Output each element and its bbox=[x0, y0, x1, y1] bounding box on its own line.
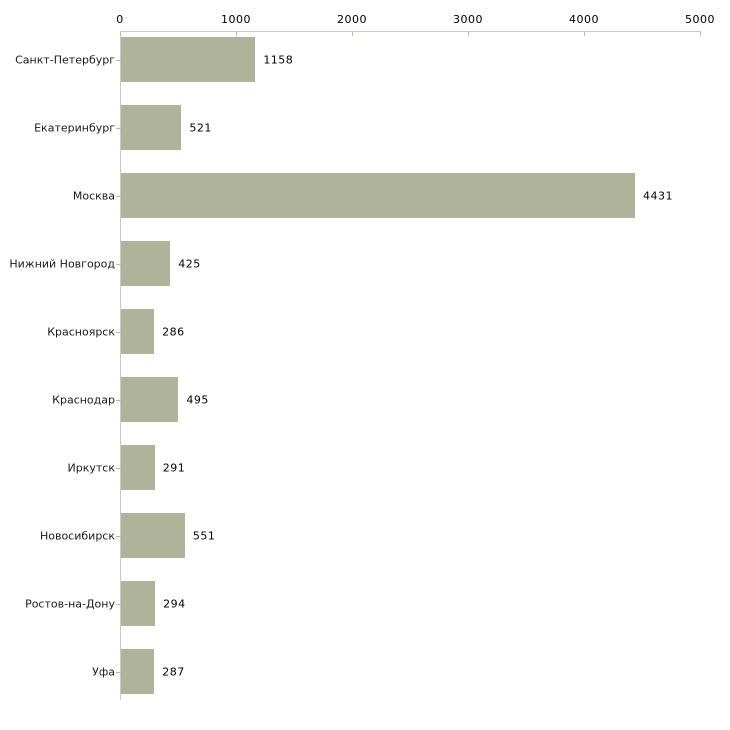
bar-value-label: 4431 bbox=[642, 189, 673, 202]
bar-value-label: 286 bbox=[162, 325, 185, 338]
y-tick-mark bbox=[116, 263, 121, 265]
x-tick-label: 3000 bbox=[453, 13, 483, 26]
bar-value-label: 551 bbox=[192, 529, 216, 542]
bar bbox=[121, 649, 155, 694]
bar bbox=[121, 309, 155, 354]
x-tick-mark bbox=[236, 31, 237, 36]
y-tick-mark bbox=[116, 331, 121, 333]
y-tick-mark bbox=[116, 59, 121, 61]
x-tick-mark bbox=[700, 31, 701, 36]
category-label: Красноярск bbox=[47, 325, 115, 338]
y-tick-mark bbox=[116, 195, 121, 197]
bar-value-label: 521 bbox=[189, 121, 212, 134]
x-tick-mark bbox=[468, 31, 469, 36]
y-tick-mark bbox=[116, 127, 121, 129]
x-tick-label: 1000 bbox=[221, 13, 251, 26]
category-label: Новосибирск bbox=[39, 529, 115, 542]
category-label: Уфа bbox=[92, 665, 115, 678]
x-axis-line bbox=[120, 31, 700, 32]
bar bbox=[121, 241, 171, 286]
bar bbox=[121, 581, 156, 626]
x-tick-mark bbox=[352, 31, 353, 36]
bar bbox=[121, 513, 185, 558]
bar-value-label: 425 bbox=[178, 257, 201, 270]
x-tick-mark bbox=[584, 31, 585, 36]
bar-value-label: 294 bbox=[163, 597, 186, 610]
bar-value-label: 1158 bbox=[263, 53, 294, 66]
bar bbox=[121, 105, 182, 150]
y-tick-mark bbox=[116, 671, 121, 673]
x-tick-label: 0 bbox=[116, 13, 124, 26]
bar-value-label: 287 bbox=[162, 665, 185, 678]
category-label: Нижний Новгород bbox=[9, 257, 115, 270]
category-label: Москва bbox=[72, 189, 115, 202]
bar-value-label: 291 bbox=[162, 461, 186, 474]
category-label: Екатеринбург bbox=[34, 121, 115, 134]
bar-value-label: 495 bbox=[186, 393, 209, 406]
category-label: Ростов-на-Дону bbox=[25, 597, 115, 610]
bar bbox=[121, 37, 256, 82]
y-tick-mark bbox=[116, 535, 121, 537]
category-label: Краснодар bbox=[52, 393, 115, 406]
bar bbox=[121, 377, 179, 422]
x-tick-label: 4000 bbox=[569, 13, 599, 26]
y-tick-mark bbox=[116, 467, 121, 469]
x-tick-label: 5000 bbox=[685, 13, 715, 26]
bar bbox=[121, 173, 635, 218]
x-tick-mark bbox=[120, 31, 121, 36]
x-tick-label: 2000 bbox=[337, 13, 367, 26]
y-axis-line bbox=[120, 31, 121, 700]
category-label: Иркутск bbox=[67, 461, 115, 474]
bar bbox=[121, 445, 155, 490]
category-label: Санкт-Петербург bbox=[15, 53, 115, 66]
y-tick-mark bbox=[116, 603, 121, 605]
y-tick-mark bbox=[116, 399, 121, 401]
